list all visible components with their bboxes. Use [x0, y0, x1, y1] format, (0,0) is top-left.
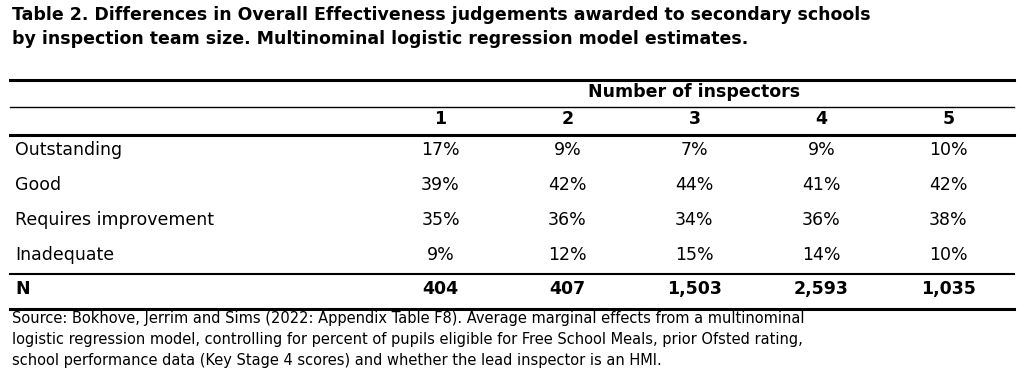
Text: 42%: 42%: [548, 176, 587, 194]
Text: 15%: 15%: [675, 246, 714, 264]
Text: 10%: 10%: [929, 246, 968, 264]
Text: 17%: 17%: [421, 141, 460, 159]
Text: 1,035: 1,035: [921, 280, 976, 298]
Text: 41%: 41%: [802, 176, 841, 194]
Text: 404: 404: [423, 280, 459, 298]
Text: Inadequate: Inadequate: [15, 246, 115, 264]
Text: N: N: [15, 280, 30, 298]
Text: 2,593: 2,593: [794, 280, 849, 298]
Text: 44%: 44%: [675, 176, 714, 194]
Text: 42%: 42%: [929, 176, 968, 194]
Text: 34%: 34%: [675, 211, 714, 229]
Text: 39%: 39%: [421, 176, 460, 194]
Text: Source: Bokhove, Jerrim and Sims (2022: Appendix Table F8). Average marginal eff: Source: Bokhove, Jerrim and Sims (2022: …: [12, 311, 805, 368]
Text: 36%: 36%: [802, 211, 841, 229]
Text: 2: 2: [561, 110, 573, 128]
Text: Table 2. Differences in Overall Effectiveness judgements awarded to secondary sc: Table 2. Differences in Overall Effectiv…: [12, 6, 871, 48]
Text: 1,503: 1,503: [667, 280, 722, 298]
Text: Requires improvement: Requires improvement: [15, 211, 214, 229]
Text: 7%: 7%: [681, 141, 709, 159]
Text: 1: 1: [434, 110, 446, 128]
Text: 3: 3: [688, 110, 700, 128]
Text: 5: 5: [942, 110, 954, 128]
Text: 14%: 14%: [802, 246, 841, 264]
Text: 12%: 12%: [548, 246, 587, 264]
Text: Outstanding: Outstanding: [15, 141, 123, 159]
Text: 9%: 9%: [554, 141, 582, 159]
Text: 38%: 38%: [929, 211, 968, 229]
Text: 9%: 9%: [427, 246, 455, 264]
Text: 9%: 9%: [808, 141, 836, 159]
Text: 36%: 36%: [548, 211, 587, 229]
Text: 4: 4: [815, 110, 827, 128]
Text: 407: 407: [550, 280, 586, 298]
Text: Number of inspectors: Number of inspectors: [589, 83, 801, 101]
Text: 10%: 10%: [929, 141, 968, 159]
Text: 35%: 35%: [421, 211, 460, 229]
Text: Good: Good: [15, 176, 61, 194]
